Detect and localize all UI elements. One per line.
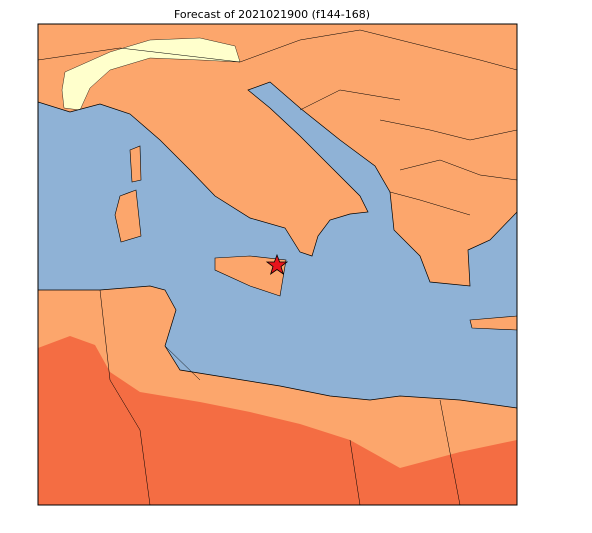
event-star xyxy=(265,253,289,276)
sea xyxy=(38,81,517,409)
crete xyxy=(469,315,517,331)
alps xyxy=(61,37,241,111)
borders xyxy=(38,29,517,505)
title: Forecast of 2021021900 (f144-168) xyxy=(174,8,370,21)
africa-warm xyxy=(38,336,517,505)
sicily xyxy=(214,255,287,297)
corsica xyxy=(129,145,142,183)
map xyxy=(38,24,517,505)
sardinia xyxy=(114,189,142,243)
map-frame xyxy=(37,23,518,506)
